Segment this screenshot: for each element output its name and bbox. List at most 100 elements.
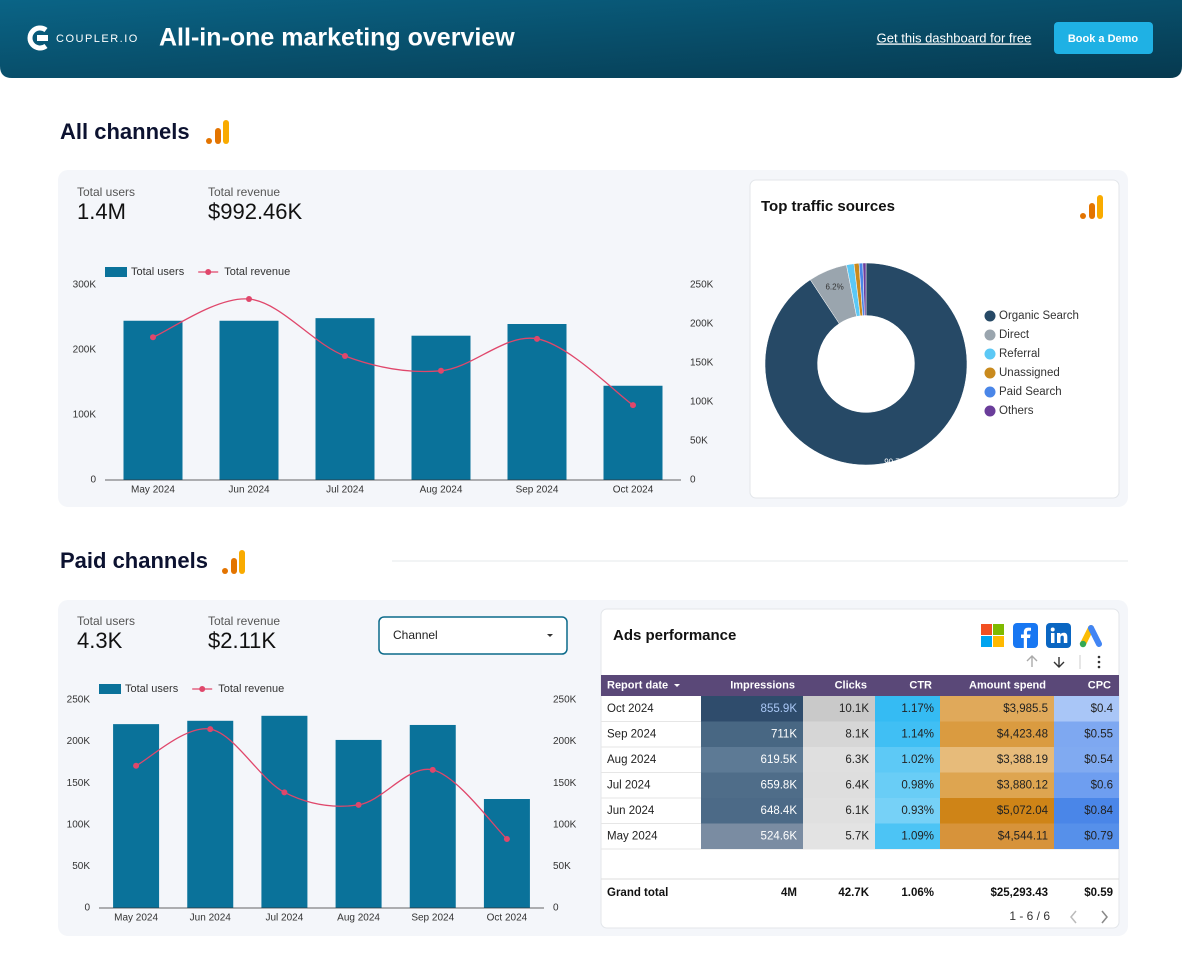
legend-label: Paid Search <box>999 386 1062 398</box>
table-cell: 0.93% <box>901 805 934 817</box>
table-cell: Sep 2024 <box>607 728 657 740</box>
column-header[interactable]: Impressions <box>730 679 795 691</box>
line <box>152 298 634 406</box>
column-header[interactable]: Clicks <box>835 679 867 691</box>
sort-down[interactable] <box>1053 657 1065 668</box>
y-tick-label: 200K <box>67 736 91 747</box>
pie-slice <box>764 262 968 466</box>
y-tick-label: 50K <box>72 861 90 872</box>
heat-cell <box>701 823 803 849</box>
y-tick-label: 200K <box>73 345 97 356</box>
legend-swatch <box>99 684 121 694</box>
heat-cell <box>701 721 803 747</box>
table-cell: 648.4K <box>761 805 798 817</box>
table-cell: Jul 2024 <box>607 779 651 791</box>
line <box>135 728 508 840</box>
heat-cell <box>940 747 1054 773</box>
heat-cell <box>1054 721 1119 747</box>
table-cell: 8.1K <box>845 728 869 740</box>
table-cell: $0.6 <box>1091 779 1113 791</box>
line-point <box>503 835 510 842</box>
heat-cell <box>803 823 875 849</box>
microsoft-icon <box>981 624 1004 647</box>
kpi-value: $2.11K <box>208 628 276 653</box>
page-prev[interactable] <box>1070 910 1077 924</box>
total-cell: 1.06% <box>901 887 934 899</box>
x-tick-label: Oct 2024 <box>487 913 528 924</box>
linkedin-icon <box>1046 623 1071 648</box>
x-tick-label: Oct 2024 <box>613 485 654 496</box>
demo-button-label[interactable]: Book a Demo <box>1068 33 1139 45</box>
filter-label[interactable]: Channel <box>393 628 438 642</box>
line-point <box>246 296 252 303</box>
table-cell: 10.1K <box>839 703 869 715</box>
slice-label: 90.7% <box>884 457 907 466</box>
y-tick-label: 300K <box>73 280 97 291</box>
y2-tick-label: 100K <box>690 397 714 408</box>
x-tick-label: May 2024 <box>131 485 175 496</box>
header-bar <box>0 0 1182 78</box>
bar <box>409 724 456 908</box>
column-header[interactable]: Report date <box>607 679 668 691</box>
logo-text: COUPLER.IO <box>56 33 139 45</box>
heat-cell <box>1054 823 1119 849</box>
sort-up[interactable] <box>1026 655 1038 667</box>
section-title: Paid channels <box>60 548 208 573</box>
ga-icon <box>222 550 245 574</box>
table-cell: 6.3K <box>845 754 869 766</box>
heat-cell <box>803 772 875 798</box>
legend-label: Referral <box>999 348 1040 360</box>
legend-swatch <box>984 367 996 379</box>
x-tick-label: May 2024 <box>114 913 158 924</box>
heat-cell <box>940 696 1054 722</box>
header-link[interactable]: Get this dashboard for free <box>877 30 1032 45</box>
table-cell: $0.84 <box>1084 805 1113 817</box>
x-tick-label: Jul 2024 <box>266 913 304 924</box>
kpi-value: 4.3K <box>77 628 123 653</box>
bar <box>483 799 530 908</box>
filter-dropdown[interactable] <box>378 616 568 655</box>
column-header[interactable]: Amount spend <box>969 679 1046 691</box>
dropdown-arrow[interactable] <box>547 634 553 637</box>
table-cell: 1.09% <box>901 830 934 842</box>
bar <box>123 320 183 480</box>
y2-tick-label: 150K <box>553 778 577 789</box>
table-cell: $0.54 <box>1084 754 1113 766</box>
line-point <box>355 801 362 808</box>
bar <box>261 715 308 908</box>
x-tick-label: Jul 2024 <box>326 485 364 496</box>
table-cell: 6.1K <box>845 805 869 817</box>
bar <box>335 739 382 908</box>
legend-label: Others <box>999 405 1034 417</box>
table-cell: $3,388.19 <box>997 754 1048 766</box>
bar <box>113 724 160 908</box>
bar <box>315 318 375 480</box>
demo-button[interactable] <box>1054 22 1153 54</box>
y-tick-label: 150K <box>67 778 91 789</box>
table-cell: 659.8K <box>761 779 798 791</box>
legend-label: Unassigned <box>999 367 1060 379</box>
line-point <box>150 334 156 341</box>
more-menu[interactable] <box>1097 655 1101 669</box>
page-next[interactable] <box>1101 910 1108 924</box>
column-header[interactable]: CPC <box>1088 679 1111 691</box>
line-point <box>534 335 540 342</box>
table-cell: 619.5K <box>761 754 798 766</box>
table-cell: 0.98% <box>901 779 934 791</box>
pie-slice <box>862 262 867 316</box>
heat-cell <box>701 696 803 722</box>
heat-cell <box>875 772 940 798</box>
column-header[interactable]: CTR <box>909 679 932 691</box>
legend-label: Total users <box>131 266 185 278</box>
kpi-value: $992.46K <box>208 199 303 224</box>
heat-cell <box>803 747 875 773</box>
heat-cell <box>701 798 803 824</box>
bar <box>187 720 234 908</box>
heat-cell <box>803 721 875 747</box>
heat-cell <box>1054 772 1119 798</box>
legend-swatch <box>205 269 212 275</box>
heat-cell <box>940 798 1054 824</box>
card-title: Ads performance <box>613 627 736 644</box>
sort-indicator[interactable] <box>674 684 680 687</box>
line-point <box>207 726 214 733</box>
